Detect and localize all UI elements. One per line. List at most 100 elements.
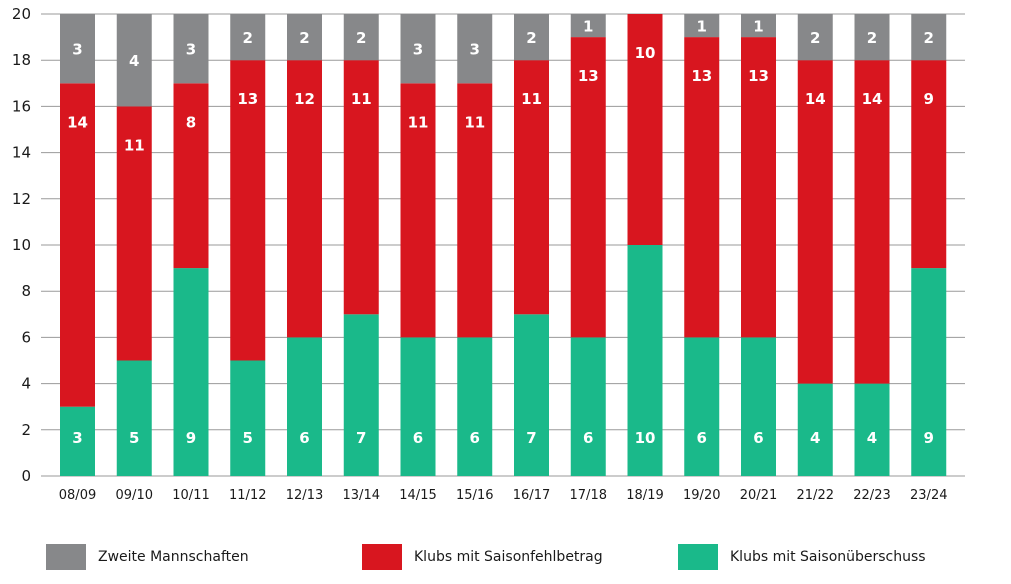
bar-value-label: 2 (810, 29, 820, 47)
bar-segment (514, 60, 549, 315)
legend-item-zweite-mannschaften: Zweite Mannschaften (46, 544, 249, 570)
legend-item-saisonueberschuss: Klubs mit Saisonüberschuss (678, 544, 926, 570)
x-tick-label: 23/24 (910, 488, 947, 503)
bar-value-label: 5 (129, 429, 139, 447)
bar-segment (741, 14, 776, 38)
bar-value-label: 5 (243, 429, 253, 447)
bar-segment (911, 268, 947, 476)
bar-value-label: 2 (526, 29, 536, 47)
bar-value-label: 14 (805, 90, 826, 108)
bar-segment (741, 37, 776, 338)
bar-segment (911, 14, 947, 61)
bar-segment (570, 337, 606, 476)
bar-value-label: 8 (186, 113, 196, 131)
bar-value-label: 9 (924, 429, 934, 447)
y-tick-label: 18 (12, 51, 31, 69)
bar-value-label: 13 (237, 90, 258, 108)
bar-value-label: 6 (299, 429, 309, 447)
x-tick-label: 22/23 (853, 488, 890, 503)
bar-segment (230, 14, 266, 61)
bar-value-label: 13 (748, 67, 769, 85)
bar-segment (457, 337, 493, 476)
bar-segment (854, 60, 890, 384)
bar-segment (60, 14, 95, 84)
legend: Zweite Mannschaften Klubs mit Saisonfehl… (0, 544, 1011, 574)
y-axis: 0 2 4 6 8 10 12 14 16 18 20 (12, 5, 31, 485)
bar-segment (287, 337, 322, 476)
legend-item-saisonfehlbetrag: Klubs mit Saisonfehlbetrag (362, 544, 603, 570)
bar-segment (287, 60, 322, 338)
bar-value-label: 9 (186, 429, 196, 447)
y-tick-label: 4 (21, 375, 31, 393)
x-tick-label: 11/12 (229, 488, 266, 503)
bar-value-label: 2 (867, 29, 877, 47)
y-tick-label: 8 (21, 282, 31, 300)
bar-segment (343, 60, 379, 315)
bar-segment (60, 406, 95, 476)
x-tick-label: 14/15 (399, 488, 436, 503)
bar-value-label: 4 (867, 429, 877, 447)
bar-value-label: 10 (635, 429, 656, 447)
bar-value-label: 7 (526, 429, 536, 447)
y-tick-label: 14 (12, 144, 31, 162)
x-tick-label: 12/13 (286, 488, 323, 503)
bar-segment (173, 83, 209, 269)
bar-segment (230, 60, 266, 361)
bar-segment (116, 360, 152, 476)
x-axis: 08/09 09/10 10/11 11/12 12/13 13/14 14/15 15/16… (59, 488, 948, 503)
bar-segment (854, 383, 890, 476)
x-tick-label: 21/22 (797, 488, 834, 503)
bar-segment (60, 83, 95, 407)
bar-value-label: 10 (635, 44, 656, 62)
bar-value-label: 4 (129, 52, 139, 70)
legend-label: Klubs mit Saisonüberschuss (730, 549, 926, 565)
bar-segment (400, 337, 436, 476)
legend-swatch (362, 544, 402, 570)
bar-segment (343, 14, 379, 61)
bar-segment (627, 14, 663, 245)
bar-value-label: 12 (294, 90, 315, 108)
bar-segment (400, 83, 436, 338)
bar-segment (684, 337, 720, 476)
bar-value-label: 2 (356, 29, 366, 47)
bar-segment (797, 14, 833, 61)
bar-value-label: 3 (413, 41, 423, 59)
x-tick-label: 10/11 (172, 488, 209, 503)
x-tick-label: 18/19 (626, 488, 663, 503)
legend-label: Klubs mit Saisonfehlbetrag (414, 549, 603, 565)
bar-segment (230, 360, 266, 476)
bar-segment (173, 268, 209, 476)
bar-value-label: 6 (753, 429, 763, 447)
y-tick-label: 20 (12, 5, 31, 23)
bar-value-label: 14 (67, 113, 88, 131)
bar-segment (116, 106, 152, 361)
bar-value-label: 6 (697, 429, 707, 447)
bar-segment (400, 14, 436, 84)
y-tick-label: 10 (12, 236, 31, 254)
bar-segment (741, 337, 776, 476)
bar-segment (457, 14, 493, 84)
y-tick-label: 12 (12, 190, 31, 208)
bar-segment (684, 37, 720, 338)
bar-segment (570, 37, 606, 338)
bar-segment (287, 14, 322, 61)
bar-value-label: 11 (408, 113, 429, 131)
bar-value-label: 3 (186, 41, 196, 59)
x-tick-label: 08/09 (59, 488, 96, 503)
x-tick-label: 09/10 (116, 488, 153, 503)
bar-value-label: 2 (243, 29, 253, 47)
bar-segment (684, 14, 720, 38)
bar-value-label: 13 (691, 67, 712, 85)
bar-segment (570, 14, 606, 38)
x-tick-label: 20/21 (740, 488, 777, 503)
bars: 3143511498351326122711261136113711261311… (60, 14, 947, 476)
bar-value-label: 14 (862, 90, 883, 108)
y-tick-label: 6 (21, 328, 31, 346)
x-tick-label: 13/14 (343, 488, 380, 503)
bar-value-label: 1 (583, 18, 593, 36)
bar-segment (797, 60, 833, 384)
bar-segment (911, 60, 947, 269)
bar-value-label: 4 (810, 429, 820, 447)
bar-segment (854, 14, 890, 61)
